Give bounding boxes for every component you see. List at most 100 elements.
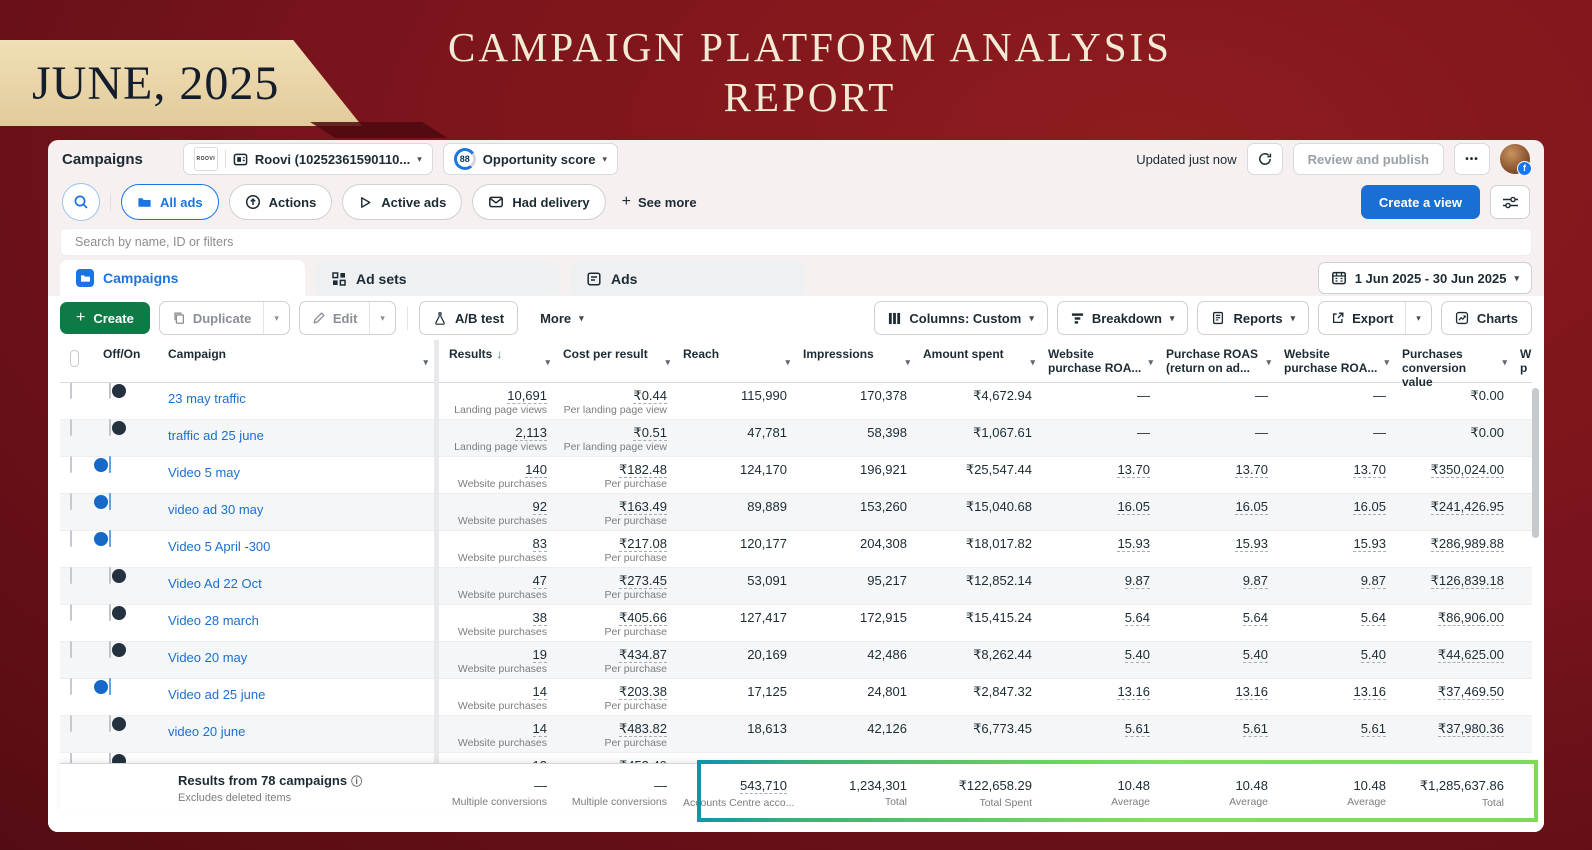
user-avatar[interactable]: f [1500, 144, 1532, 176]
col-purchase-roas[interactable]: Purchase ROAS (return on ad... ▾ [1166, 347, 1271, 375]
filter-pill-all-ads[interactable]: All ads [121, 184, 219, 220]
row-checkbox[interactable] [70, 641, 72, 658]
filter-pill-had-delivery[interactable]: Had delivery [472, 184, 606, 220]
col-campaign[interactable]: Campaign ▾ [168, 347, 428, 367]
row-checkbox[interactable] [70, 604, 72, 621]
more-button[interactable]: More ▾ [527, 302, 597, 334]
row-checkbox[interactable] [70, 678, 72, 695]
col-website-purchase-roas-2[interactable]: Website purchase ROA... ▾ [1284, 347, 1389, 375]
spent-cell: ₹8,262.44 [973, 647, 1032, 662]
row-checkbox[interactable] [70, 419, 72, 436]
play-icon [361, 196, 371, 208]
refresh-button[interactable] [1246, 143, 1283, 175]
charts-button[interactable]: Charts [1440, 301, 1532, 335]
col-reach[interactable]: Reach ▾ [683, 347, 790, 367]
col-clipped[interactable]: W p [1520, 347, 1532, 375]
copy-icon [174, 312, 184, 324]
row-checkbox[interactable] [70, 715, 72, 732]
vertical-scrollbar[interactable] [1532, 388, 1539, 538]
breakdown-button[interactable]: Breakdown ▾ [1056, 301, 1189, 335]
roas-p-cell: 9.87 [1242, 573, 1268, 589]
opportunity-score[interactable]: 88 Opportunity score ▾ [442, 143, 618, 175]
select-all-checkbox[interactable] [70, 350, 79, 367]
chevron-down-icon: ▾ [274, 312, 279, 323]
account-logo: ROOVI [193, 147, 218, 171]
campaign-toggle[interactable] [94, 456, 111, 473]
campaign-toggle[interactable] [94, 493, 111, 510]
filter-pill-active-ads[interactable]: Active ads [342, 184, 463, 220]
campaign-link[interactable]: video 20 june [168, 724, 246, 739]
duplicate-button[interactable]: Duplicate ▾ [158, 301, 290, 335]
create-view-button[interactable]: Create a view [1360, 185, 1480, 219]
campaign-toggle[interactable] [94, 530, 111, 547]
campaign-link[interactable]: Video 13 june [168, 758, 247, 764]
campaign-toggle[interactable] [109, 604, 126, 621]
refresh-icon [1258, 153, 1271, 165]
campaign-link[interactable]: Video Ad 22 Oct [168, 576, 262, 591]
chevron-down-icon: ▾ [417, 153, 422, 164]
cost-cell: ₹182.48 Per purchase [604, 462, 667, 490]
campaign-link[interactable]: Video 20 may [168, 650, 248, 665]
campaign-link[interactable]: Video ad 25 june [168, 687, 266, 702]
search-input[interactable] [61, 235, 1531, 249]
search-button[interactable] [62, 183, 100, 221]
row-checkbox[interactable] [70, 530, 72, 547]
col-purchases-conversion-value[interactable]: Purchases conversion value ▾ [1402, 347, 1507, 389]
campaign-link[interactable]: Video 5 may [168, 465, 241, 480]
ellipsis-icon: ••• [1465, 153, 1479, 165]
roas-w2-cell: 5.40 [1360, 647, 1386, 663]
view-settings-button[interactable] [1490, 185, 1530, 219]
campaign-link[interactable]: video ad 30 may [168, 502, 264, 517]
roas-w-cell: 16.05 [1117, 499, 1150, 515]
impressions-cell: 42,486 [867, 647, 907, 662]
export-button[interactable]: Export ▾ [1318, 301, 1432, 335]
ab-test-button[interactable]: A/B test [418, 301, 519, 335]
see-more-button[interactable]: + See more [621, 193, 697, 210]
campaign-link[interactable]: traffic ad 25 june [168, 428, 264, 443]
col-website-purchase-roas[interactable]: Website purchase ROA... ▾ [1048, 347, 1153, 375]
row-checkbox[interactable] [70, 493, 72, 510]
review-publish-button[interactable]: Review and publish [1292, 143, 1444, 175]
tab-ad-sets[interactable]: Ad sets [315, 262, 560, 296]
roas-p-cell: 13.16 [1235, 684, 1268, 700]
col-cost-per-result[interactable]: Cost per result ▾ [563, 347, 670, 367]
campaign-toggle[interactable] [109, 419, 126, 436]
campaign-link[interactable]: Video 5 April -300 [168, 539, 271, 554]
campaign-link[interactable]: 23 may traffic [168, 391, 246, 406]
footer-roas-w2: 10.48 Average [1347, 778, 1386, 808]
row-checkbox[interactable] [70, 456, 72, 473]
col-off-on[interactable]: Off/On [103, 347, 141, 361]
cost-cell: ₹203.38 Per purchase [604, 684, 667, 712]
results-cell: 14 Website purchases [457, 684, 547, 712]
col-results[interactable]: Results ↓ ▾ [449, 347, 550, 367]
campaign-toggle[interactable] [109, 715, 126, 732]
tab-ads[interactable]: Ads [570, 262, 805, 296]
edit-button[interactable]: Edit ▾ [298, 301, 396, 335]
cost-cell: ₹405.66 Per purchase [604, 610, 667, 638]
columns-button[interactable]: Columns: Custom ▾ [874, 301, 1048, 335]
row-checkbox[interactable] [70, 753, 72, 764]
info-icon[interactable]: ⓘ [351, 776, 363, 788]
more-options-button[interactable]: ••• [1454, 143, 1490, 175]
tab-campaigns[interactable]: Campaigns [60, 260, 305, 296]
col-impressions[interactable]: Impressions ▾ [803, 347, 910, 367]
campaign-toggle[interactable] [109, 641, 126, 658]
campaign-toggle[interactable] [109, 753, 126, 764]
campaign-toggle[interactable] [109, 383, 126, 399]
campaign-toggle[interactable] [109, 567, 126, 584]
reports-button[interactable]: Reports ▾ [1197, 301, 1310, 335]
impressions-cell: 196,921 [860, 462, 907, 477]
ribbon-fold [310, 122, 448, 138]
roas-p-cell: — [1255, 388, 1268, 403]
create-button[interactable]: + Create [60, 302, 150, 334]
col-amount-spent[interactable]: Amount spent ▾ [923, 347, 1035, 367]
filter-pill-actions[interactable]: Actions [228, 184, 333, 220]
reach-cell: 120,177 [740, 536, 787, 551]
date-range-selector[interactable]: 1 Jun 2025 - 30 Jun 2025 ▾ [1317, 262, 1532, 294]
campaign-toggle[interactable] [94, 678, 111, 695]
campaign-link[interactable]: Video 28 march [168, 613, 259, 628]
row-checkbox[interactable] [70, 567, 72, 584]
row-checkbox[interactable] [70, 383, 72, 399]
period-ribbon: JUNE, 2025 [0, 40, 362, 126]
account-selector[interactable]: ROOVI Roovi (10252361590110... ▾ [182, 143, 433, 175]
